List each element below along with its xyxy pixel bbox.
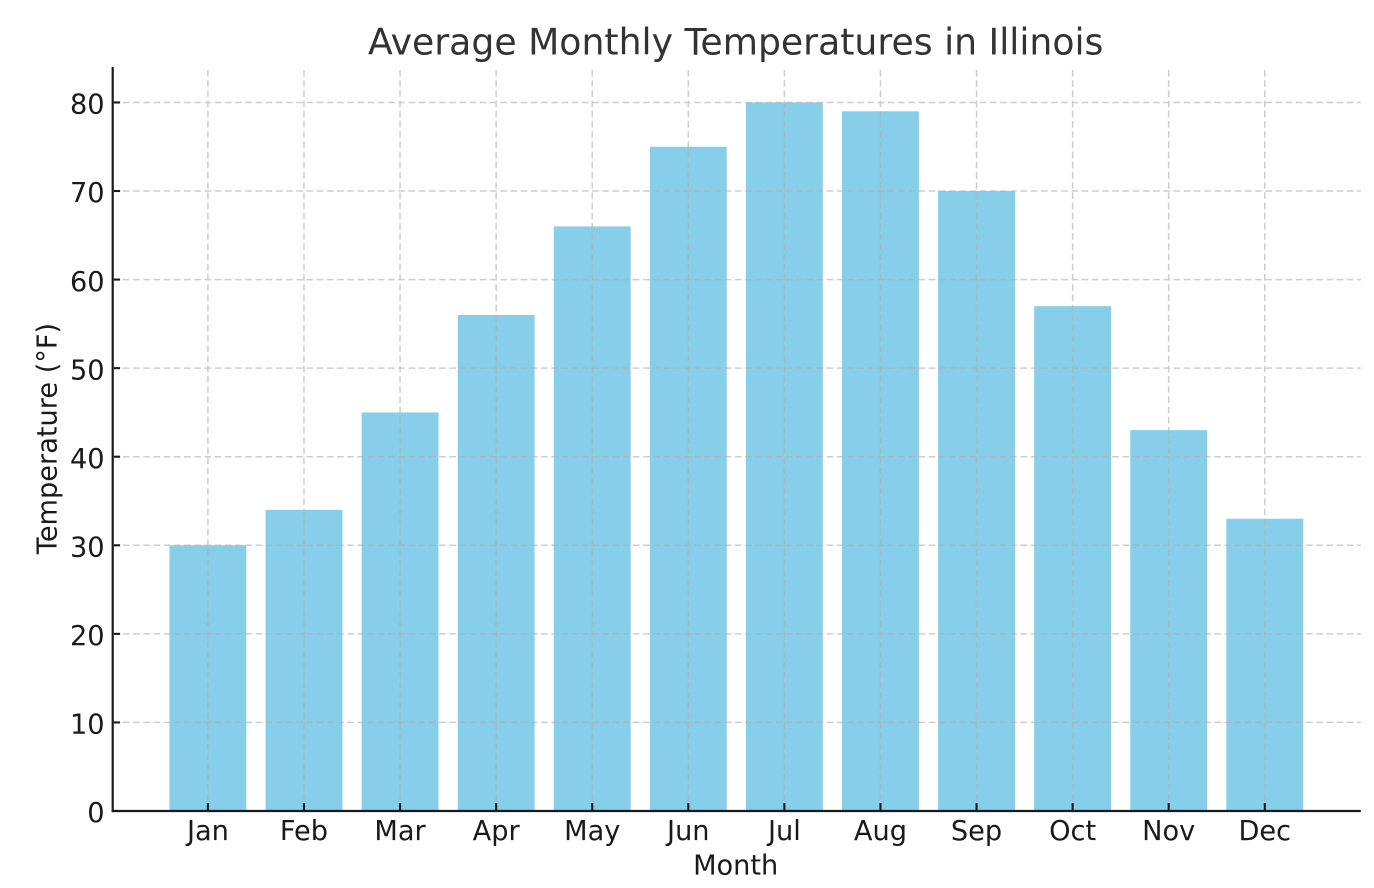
ytick-label-40: 40 <box>70 444 105 475</box>
axes-spines-group <box>111 67 1361 813</box>
y-axis-label: Temperature (°F) <box>32 323 63 555</box>
ytick-label-0: 0 <box>87 798 104 829</box>
ytick-label-20: 20 <box>70 621 105 652</box>
xtick-label-may: May <box>564 816 620 847</box>
tick-marks-group <box>113 101 1266 813</box>
x-axis-label: Month <box>693 850 778 881</box>
xtick-label-jan: Jan <box>185 816 229 847</box>
chart-title: Average Monthly Temperatures in Illinois <box>368 21 1103 64</box>
gridlines-group <box>112 67 1361 811</box>
ytick-label-50: 50 <box>70 355 105 386</box>
xtick-label-feb: Feb <box>280 816 328 847</box>
ytick-label-70: 70 <box>70 178 105 209</box>
xtick-label-mar: Mar <box>374 816 426 847</box>
xtick-label-aug: Aug <box>854 816 907 847</box>
xtick-label-dec: Dec <box>1238 816 1291 847</box>
xtick-label-sep: Sep <box>951 816 1002 847</box>
xtick-label-nov: Nov <box>1142 816 1195 847</box>
ytick-label-80: 80 <box>70 90 105 121</box>
ytick-label-60: 60 <box>70 267 105 298</box>
xtick-label-jul: Jul <box>766 816 801 847</box>
ytick-label-30: 30 <box>70 532 105 563</box>
ytick-label-10: 10 <box>70 710 105 741</box>
tick-labels-group: 0 10 20 30 40 50 60 70 80 Jan Feb Mar Apr May Jun Jul Au… <box>70 90 1291 847</box>
xtick-label-oct: Oct <box>1049 816 1096 847</box>
xtick-label-apr: Apr <box>473 816 521 847</box>
xtick-label-jun: Jun <box>665 816 709 847</box>
